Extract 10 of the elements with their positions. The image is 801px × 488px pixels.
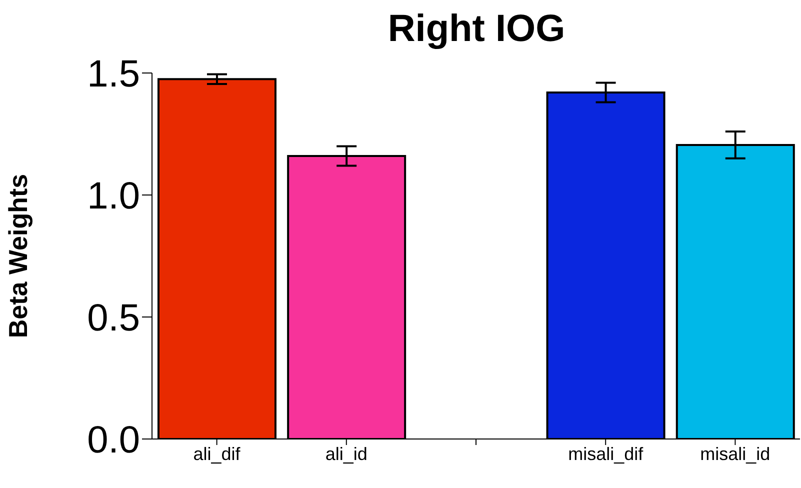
x-tick-label: ali_dif	[193, 444, 242, 464]
y-tick-label: 0.5	[87, 297, 140, 340]
x-tick-label: misali_id	[700, 444, 770, 464]
x-tick-label: misali_dif	[568, 444, 644, 464]
y-tick-label: 1.0	[87, 175, 140, 218]
chart-title: Right IOG	[386, 8, 566, 51]
y-tick-label: 0.0	[87, 419, 140, 462]
y-tick-label: 1.5	[87, 53, 140, 96]
x-tick-label: ali_id	[325, 444, 368, 464]
y-axis-title: Beta Weights	[3, 174, 34, 338]
